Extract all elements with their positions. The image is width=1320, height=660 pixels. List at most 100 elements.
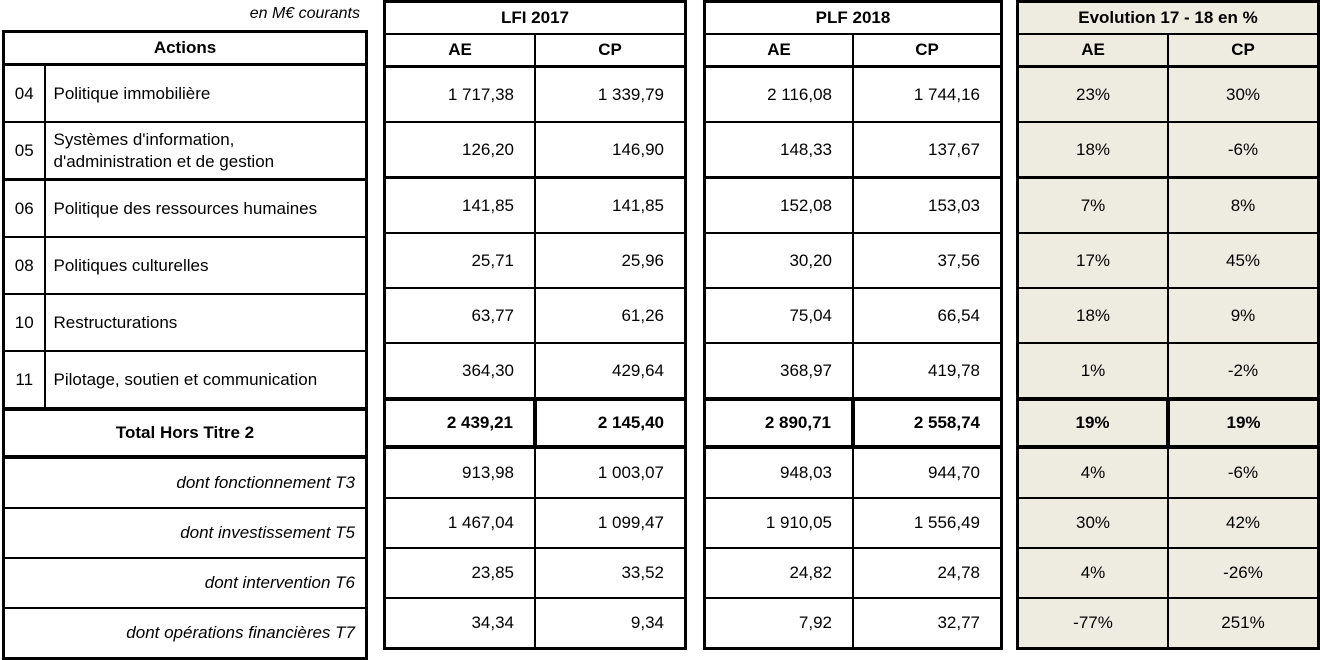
action-row: 11 Pilotage, soutien et communication <box>2 350 368 410</box>
value-row: 17% 45% <box>1016 232 1320 289</box>
value-row: 1 717,38 1 339,79 <box>383 65 687 123</box>
action-label: Pilotage, soutien et communication <box>43 350 368 410</box>
plf-2018-header-row: AE CP <box>703 33 1003 68</box>
value-cell-ae: 141,85 <box>383 176 536 234</box>
actions-header-row: Actions <box>2 30 368 66</box>
action-row: 10 Restructurations <box>2 293 368 352</box>
detail-row: 7,92 32,77 <box>703 597 1003 650</box>
action-code: 08 <box>2 236 46 295</box>
evolution-title: Evolution 17 - 18 en % <box>1016 0 1320 35</box>
value-cell-ae: 148,33 <box>703 121 854 179</box>
value-row: 126,20 146,90 <box>383 121 687 179</box>
detail-row: 4% -26% <box>1016 547 1320 599</box>
value-cell-ae: 1% <box>1016 342 1169 400</box>
value-cell-ae: 23% <box>1016 65 1169 123</box>
detail-row: 30% 42% <box>1016 497 1320 549</box>
value-row: 25,71 25,96 <box>383 232 687 289</box>
value-cell-cp: -6% <box>1167 121 1320 179</box>
detail-row: dont opérations financières T7 <box>2 607 368 660</box>
unit-note: en M€ courants <box>249 5 360 22</box>
value-row: 152,08 153,03 <box>703 176 1003 234</box>
detail-ae: 23,85 <box>383 547 536 599</box>
total-cp: 2 145,40 <box>533 397 687 449</box>
detail-cp: 33,52 <box>534 547 687 599</box>
actions-column: en M€ courants Actions 04 Politique immo… <box>2 0 368 660</box>
detail-cp: 944,70 <box>852 446 1003 499</box>
action-label: Systèmes d'information, d'administration… <box>43 121 368 181</box>
detail-ae: 1 467,04 <box>383 497 536 549</box>
evolution-title-row: Evolution 17 - 18 en % <box>1016 0 1320 35</box>
action-code: 11 <box>2 350 46 410</box>
total-row: 19% 19% <box>1016 397 1320 449</box>
action-label: Politique des ressources humaines <box>43 178 368 238</box>
value-cell-ae: 364,30 <box>383 342 536 400</box>
value-cell-cp: 1 744,16 <box>852 65 1003 123</box>
total-cp: 19% <box>1166 397 1320 449</box>
value-row: 368,97 419,78 <box>703 342 1003 400</box>
value-cell-ae: 18% <box>1016 121 1169 179</box>
value-cell-cp: 45% <box>1167 232 1320 289</box>
detail-cp: 1 556,49 <box>852 497 1003 549</box>
value-row: 30,20 37,56 <box>703 232 1003 289</box>
detail-cp: -6% <box>1167 446 1320 499</box>
action-label: Politiques culturelles <box>43 236 368 295</box>
detail-ae: -77% <box>1016 597 1169 650</box>
detail-cp: 32,77 <box>852 597 1003 650</box>
lfi-2017-title-row: LFI 2017 <box>383 0 687 35</box>
detail-row: 948,03 944,70 <box>703 446 1003 499</box>
cp-column-header: CP <box>1167 33 1320 68</box>
value-cell-cp: 419,78 <box>852 342 1003 400</box>
detail-cp: 42% <box>1167 497 1320 549</box>
value-cell-cp: 37,56 <box>852 232 1003 289</box>
action-row: 05 Systèmes d'information, d'administrat… <box>2 121 368 181</box>
total-label: Total Hors Titre 2 <box>2 407 368 459</box>
action-label: Restructurations <box>43 293 368 352</box>
evolution-table: Evolution 17 - 18 en % AE CP 23% 30% 18%… <box>1016 0 1320 650</box>
cp-column-header: CP <box>852 33 1003 68</box>
total-row: 2 439,21 2 145,40 <box>383 397 687 449</box>
value-cell-ae: 18% <box>1016 287 1169 344</box>
detail-label: dont investissement T5 <box>2 507 368 559</box>
evolution-column: Evolution 17 - 18 en % AE CP 23% 30% 18%… <box>1016 0 1320 650</box>
value-row: 75,04 66,54 <box>703 287 1003 344</box>
detail-row: -77% 251% <box>1016 597 1320 650</box>
lfi-2017-table: LFI 2017 AE CP 1 717,38 1 339,79 126,20 … <box>383 0 687 650</box>
total-cp: 2 558,74 <box>851 397 1003 449</box>
ae-column-header: AE <box>703 33 854 68</box>
detail-row: 24,82 24,78 <box>703 547 1003 599</box>
lfi-2017-column: LFI 2017 AE CP 1 717,38 1 339,79 126,20 … <box>383 0 687 650</box>
value-row: 2 116,08 1 744,16 <box>703 65 1003 123</box>
value-cell-ae: 368,97 <box>703 342 854 400</box>
value-row: 18% 9% <box>1016 287 1320 344</box>
lfi-2017-title: LFI 2017 <box>383 0 687 35</box>
detail-label: dont fonctionnement T3 <box>2 456 368 509</box>
value-cell-ae: 63,77 <box>383 287 536 344</box>
value-cell-cp: 153,03 <box>852 176 1003 234</box>
value-cell-ae: 75,04 <box>703 287 854 344</box>
lfi-2017-header-row: AE CP <box>383 33 687 68</box>
detail-ae: 948,03 <box>703 446 854 499</box>
detail-row: dont fonctionnement T3 <box>2 456 368 509</box>
ae-column-header: AE <box>1016 33 1169 68</box>
detail-label: dont opérations financières T7 <box>2 607 368 660</box>
actions-header: Actions <box>2 30 368 66</box>
total-ae: 19% <box>1016 397 1169 449</box>
plf-2018-title-row: PLF 2018 <box>703 0 1003 35</box>
detail-row: 23,85 33,52 <box>383 547 687 599</box>
cp-column-header: CP <box>534 33 687 68</box>
detail-row: 34,34 9,34 <box>383 597 687 650</box>
value-row: 18% -6% <box>1016 121 1320 179</box>
detail-row: 913,98 1 003,07 <box>383 446 687 499</box>
action-row: 08 Politiques culturelles <box>2 236 368 295</box>
value-cell-cp: 146,90 <box>534 121 687 179</box>
detail-row: 4% -6% <box>1016 446 1320 499</box>
value-cell-cp: 9% <box>1167 287 1320 344</box>
detail-cp: 1 003,07 <box>534 446 687 499</box>
value-cell-cp: 137,67 <box>852 121 1003 179</box>
total-row: 2 890,71 2 558,74 <box>703 397 1003 449</box>
value-row: 141,85 141,85 <box>383 176 687 234</box>
plf-2018-table: PLF 2018 AE CP 2 116,08 1 744,16 148,33 … <box>703 0 1003 650</box>
action-code: 06 <box>2 178 46 238</box>
detail-row: 1 467,04 1 099,47 <box>383 497 687 549</box>
